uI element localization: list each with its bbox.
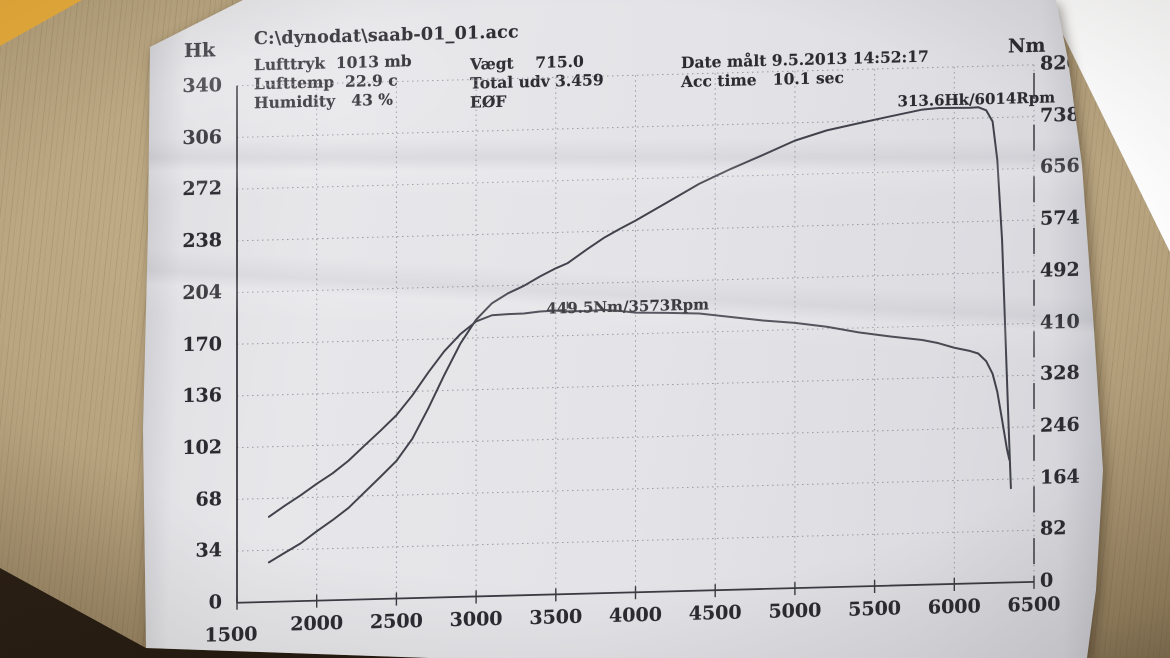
grid-line-horizontal	[237, 116, 1034, 138]
nm-tick-label: 246	[1040, 413, 1080, 437]
rpm-tick-label: 2500	[369, 609, 423, 634]
nm-tick-label: 328	[1040, 361, 1080, 385]
hk-tick-label: 0	[208, 591, 222, 614]
rpm-tick-label: 4500	[688, 601, 742, 625]
rpm-tick-label: 6500	[1007, 593, 1061, 617]
nm-tick-label: 164	[1040, 465, 1080, 489]
hk-tick-label: 340	[182, 74, 222, 98]
hk-tick-label: 34	[195, 539, 222, 563]
power-curve	[267, 106, 1012, 564]
rpm-tick-label: 6000	[927, 595, 981, 619]
rpm-tick-label: 1500	[204, 623, 258, 647]
torque-curve	[267, 308, 1011, 518]
hk-tick-label: 204	[182, 280, 222, 304]
nm-tick-label: 0	[1040, 569, 1054, 592]
hk-tick-label: 306	[182, 125, 222, 149]
dyno-chart: Hk Nm C:\dynodat\saab-01_01.acc Lufttryk…	[150, 0, 1090, 658]
hk-tick-label: 68	[195, 487, 222, 511]
hk-tick-label: 238	[182, 229, 222, 253]
nm-tick-label: 492	[1040, 258, 1080, 282]
nm-tick-label: 410	[1040, 310, 1080, 334]
chart-plot-area	[236, 64, 1035, 610]
nm-tick-label: 820	[1040, 51, 1080, 75]
rpm-tick-label: 3500	[529, 605, 583, 630]
hk-tick-label: 136	[182, 384, 222, 408]
rpm-tick-label: 5500	[848, 597, 902, 621]
nm-tick-label: 656	[1040, 155, 1080, 179]
nm-tick-label: 574	[1040, 206, 1080, 230]
nm-tick-label: 82	[1040, 517, 1067, 540]
hk-tick-label: 170	[182, 332, 222, 356]
grid-line-horizontal	[237, 271, 1034, 294]
hk-tick-label: 272	[182, 177, 222, 201]
rpm-tick-label: 4000	[609, 603, 662, 627]
rpm-tick-label: 2000	[290, 611, 344, 636]
hk-tick-label: 102	[182, 436, 222, 460]
grid-line-horizontal	[237, 426, 1034, 449]
rpm-tick-label: 5000	[768, 599, 822, 623]
rpm-tick-label: 3000	[449, 607, 503, 632]
